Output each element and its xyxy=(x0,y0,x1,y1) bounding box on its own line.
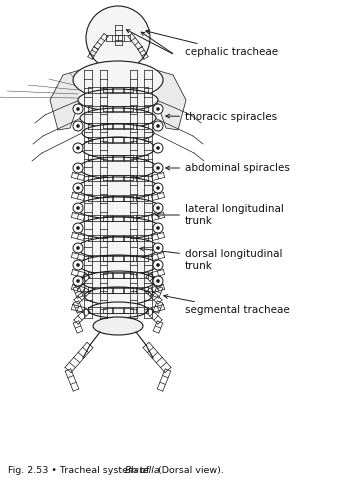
Circle shape xyxy=(76,246,80,249)
Text: Blatella: Blatella xyxy=(125,466,161,474)
Ellipse shape xyxy=(82,124,154,142)
Ellipse shape xyxy=(77,177,159,199)
Text: segmental tracheae: segmental tracheae xyxy=(164,294,290,315)
Circle shape xyxy=(156,226,159,230)
Circle shape xyxy=(76,124,80,127)
Circle shape xyxy=(153,143,163,153)
Circle shape xyxy=(73,183,83,193)
Ellipse shape xyxy=(76,197,160,219)
Text: lateral longitudinal
trunk: lateral longitudinal trunk xyxy=(156,204,284,226)
Circle shape xyxy=(76,279,80,283)
Polygon shape xyxy=(50,70,80,130)
Circle shape xyxy=(156,264,159,267)
Circle shape xyxy=(73,203,83,213)
Text: abdominal spiracles: abdominal spiracles xyxy=(166,163,290,173)
Ellipse shape xyxy=(76,217,160,239)
Circle shape xyxy=(76,186,80,190)
Circle shape xyxy=(73,276,83,286)
Text: Fig. 2.53 • Tracheal system of: Fig. 2.53 • Tracheal system of xyxy=(8,466,152,474)
Circle shape xyxy=(156,186,159,190)
Circle shape xyxy=(73,143,83,153)
Text: cephalic tracheae: cephalic tracheae xyxy=(146,30,278,57)
Circle shape xyxy=(76,107,80,111)
Circle shape xyxy=(76,226,80,230)
Ellipse shape xyxy=(84,287,152,305)
Circle shape xyxy=(156,124,159,127)
Circle shape xyxy=(156,279,159,283)
Ellipse shape xyxy=(78,89,158,111)
Circle shape xyxy=(153,203,163,213)
Ellipse shape xyxy=(79,255,157,275)
Circle shape xyxy=(73,163,83,173)
Polygon shape xyxy=(156,70,186,130)
Circle shape xyxy=(153,183,163,193)
Ellipse shape xyxy=(80,108,156,128)
Circle shape xyxy=(76,206,80,210)
Circle shape xyxy=(86,6,150,70)
Circle shape xyxy=(156,206,159,210)
Ellipse shape xyxy=(88,302,148,318)
Circle shape xyxy=(153,121,163,131)
Circle shape xyxy=(156,167,159,170)
Circle shape xyxy=(156,107,159,111)
Circle shape xyxy=(76,264,80,267)
Circle shape xyxy=(153,260,163,270)
Text: (Dorsal view).: (Dorsal view). xyxy=(155,466,224,474)
Circle shape xyxy=(73,121,83,131)
Circle shape xyxy=(156,147,159,149)
Circle shape xyxy=(73,104,83,114)
Circle shape xyxy=(73,223,83,233)
Ellipse shape xyxy=(79,157,157,179)
Circle shape xyxy=(156,246,159,249)
Ellipse shape xyxy=(93,317,143,335)
Text: dorsal longitudinal
trunk: dorsal longitudinal trunk xyxy=(140,247,283,271)
Circle shape xyxy=(153,276,163,286)
Circle shape xyxy=(73,260,83,270)
Ellipse shape xyxy=(81,137,155,159)
Circle shape xyxy=(153,223,163,233)
Circle shape xyxy=(76,147,80,149)
Ellipse shape xyxy=(73,61,163,99)
Circle shape xyxy=(153,243,163,253)
Ellipse shape xyxy=(81,271,155,291)
Circle shape xyxy=(153,104,163,114)
Circle shape xyxy=(76,167,80,170)
Circle shape xyxy=(73,243,83,253)
Ellipse shape xyxy=(77,237,159,259)
Text: thoracic spiracles: thoracic spiracles xyxy=(166,112,277,122)
Circle shape xyxy=(153,163,163,173)
